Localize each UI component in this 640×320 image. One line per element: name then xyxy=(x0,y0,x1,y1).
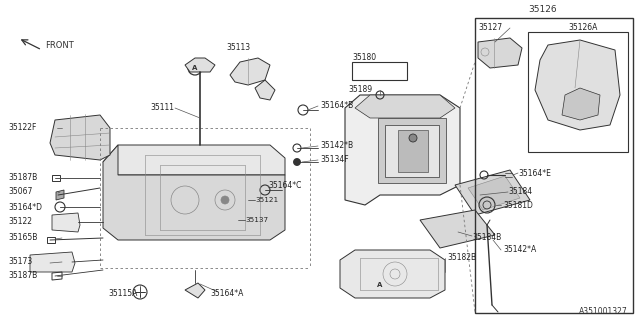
Text: 35115A: 35115A xyxy=(108,290,138,299)
Text: 35184: 35184 xyxy=(508,188,532,196)
Text: 35164*A: 35164*A xyxy=(210,290,243,299)
Text: 35187B: 35187B xyxy=(8,173,37,182)
Text: 35164*D: 35164*D xyxy=(8,203,42,212)
Text: 35126: 35126 xyxy=(529,5,557,14)
Bar xyxy=(475,18,633,313)
Text: 35184B: 35184B xyxy=(472,234,501,243)
Bar xyxy=(398,130,428,172)
Polygon shape xyxy=(103,145,285,240)
Text: 35137: 35137 xyxy=(245,217,268,223)
Polygon shape xyxy=(478,38,522,68)
Polygon shape xyxy=(185,58,215,72)
Text: A: A xyxy=(192,65,198,71)
Polygon shape xyxy=(52,213,80,232)
Polygon shape xyxy=(185,283,205,298)
Text: 35182B: 35182B xyxy=(447,253,476,262)
Circle shape xyxy=(294,158,301,165)
Text: 35165B: 35165B xyxy=(8,234,37,243)
Text: 35142*A: 35142*A xyxy=(503,245,536,254)
Bar xyxy=(378,118,446,183)
Text: 35189: 35189 xyxy=(348,85,372,94)
Polygon shape xyxy=(562,88,600,120)
Text: 35187B: 35187B xyxy=(8,271,37,281)
Polygon shape xyxy=(30,252,75,272)
Polygon shape xyxy=(455,170,530,215)
Bar xyxy=(528,32,628,152)
Text: 35126A: 35126A xyxy=(568,23,597,33)
Text: 35180: 35180 xyxy=(352,53,376,62)
Bar xyxy=(352,62,407,80)
Text: 35122F: 35122F xyxy=(8,124,36,132)
Text: 35121: 35121 xyxy=(255,197,278,203)
Text: 35134F: 35134F xyxy=(320,156,349,164)
Polygon shape xyxy=(230,58,270,85)
Polygon shape xyxy=(255,80,275,100)
Polygon shape xyxy=(355,95,455,118)
Text: 35173: 35173 xyxy=(8,258,32,267)
Polygon shape xyxy=(340,250,445,298)
Text: 35111: 35111 xyxy=(150,103,174,113)
Polygon shape xyxy=(420,210,495,248)
Polygon shape xyxy=(345,95,460,205)
Polygon shape xyxy=(56,190,64,200)
Text: 35067: 35067 xyxy=(8,188,33,196)
Bar xyxy=(385,125,439,177)
Polygon shape xyxy=(535,40,620,130)
Circle shape xyxy=(409,134,417,142)
Text: 35122: 35122 xyxy=(8,218,32,227)
Polygon shape xyxy=(468,176,520,210)
Text: 35164*C: 35164*C xyxy=(268,181,301,190)
Text: 35164*E: 35164*E xyxy=(518,169,551,178)
Text: 35164*B: 35164*B xyxy=(320,101,353,110)
Circle shape xyxy=(221,196,229,204)
Text: A351001327: A351001327 xyxy=(579,308,628,316)
Text: 35113: 35113 xyxy=(226,43,250,52)
Text: 35142*B: 35142*B xyxy=(320,141,353,150)
Polygon shape xyxy=(103,145,285,175)
Text: 35181D: 35181D xyxy=(503,201,533,210)
Text: FRONT: FRONT xyxy=(45,42,74,51)
Text: A: A xyxy=(378,282,383,288)
Text: 35127: 35127 xyxy=(478,23,502,33)
Polygon shape xyxy=(50,115,110,160)
